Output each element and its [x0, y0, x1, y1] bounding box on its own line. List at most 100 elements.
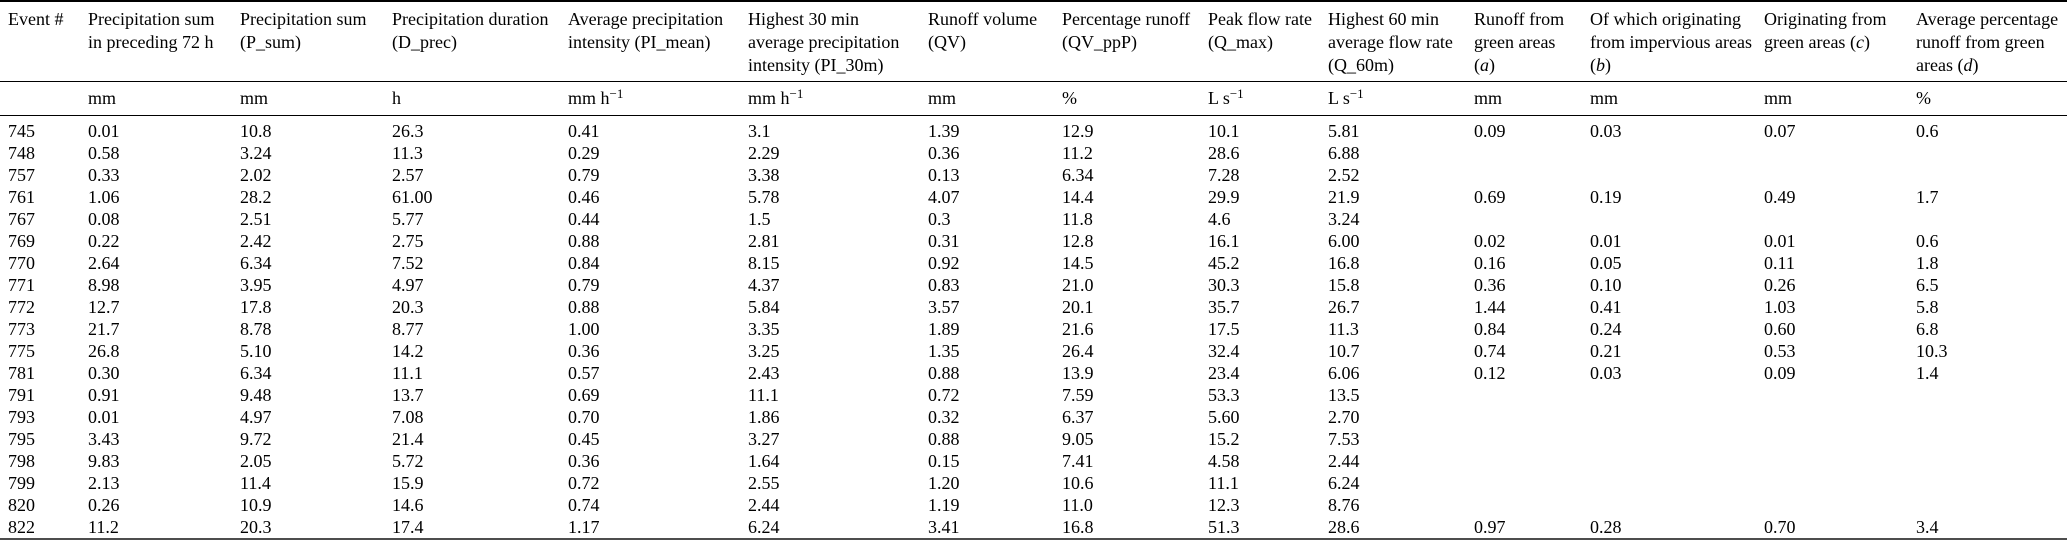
value-cell: 23.4 — [1208, 363, 1240, 383]
table-row: 799 2.13 11.4 15.9 0.72 2.55 1.20 10.6 11.1 6.24 — [0, 472, 2067, 494]
event-id-cell: 775 — [8, 341, 35, 361]
value-cell: 0.07 — [1764, 121, 1796, 141]
value-cell — [1756, 208, 1908, 230]
value-cell: 0.91 — [88, 385, 120, 405]
value-cell: 0.03 — [1590, 363, 1622, 383]
value-cell: 10.9 — [240, 495, 272, 515]
value-cell: 0.09 — [1474, 121, 1506, 141]
value-cell: 0.79 — [568, 275, 600, 295]
value-cell: 0.11 — [1764, 253, 1795, 273]
value-cell — [1756, 384, 1908, 406]
value-cell: 0.3 — [928, 209, 951, 229]
value-cell: 0.16 — [1474, 253, 1506, 273]
table-row: 757 0.33 2.02 2.57 0.79 3.38 0.13 6.34 7.28 2.52 — [0, 164, 2067, 186]
value-cell: 2.51 — [240, 209, 272, 229]
value-cell: 13.7 — [392, 385, 424, 405]
value-cell: 0.03 — [1590, 121, 1622, 141]
column-variable-letter: d — [1963, 55, 1973, 75]
value-cell: 0.02 — [1474, 231, 1506, 251]
value-cell: 2.13 — [88, 473, 120, 493]
unit-cell: L s−1 — [1200, 81, 1320, 116]
value-cell — [1908, 450, 2067, 472]
unit-cell: mm — [1756, 81, 1908, 116]
value-cell: 5.78 — [748, 187, 780, 207]
value-cell: 5.10 — [240, 341, 272, 361]
table-row: 767 0.08 2.51 5.77 0.44 1.5 0.3 11.8 4.6 3.24 — [0, 208, 2067, 230]
value-cell: 1.86 — [748, 407, 780, 427]
value-cell — [1908, 208, 2067, 230]
table-row: 771 8.98 3.95 4.97 0.79 4.37 0.83 21.0 30.3 15.8 0… — [0, 274, 2067, 296]
value-cell: 17.5 — [1208, 319, 1240, 339]
table-row: 820 0.26 10.9 14.6 0.74 2.44 1.19 11.0 12.3 8.76 — [0, 494, 2067, 516]
value-cell: 2.05 — [240, 451, 272, 471]
value-cell — [1582, 164, 1756, 186]
value-cell: 7.41 — [1062, 451, 1094, 471]
table-row: 791 0.91 9.48 13.7 0.69 11.1 0.72 7.59 53.3 13.5 — [0, 384, 2067, 406]
value-cell: 2.29 — [748, 143, 780, 163]
event-id-cell: 791 — [8, 385, 35, 405]
table-row: 772 12.7 17.8 20.3 0.88 5.84 3.57 20.1 35.7 26.7 1… — [0, 296, 2067, 318]
value-cell: 5.60 — [1208, 407, 1240, 427]
value-cell: 11.1 — [1208, 473, 1239, 493]
column-variable-letter: c — [1855, 32, 1864, 52]
value-cell: 6.00 — [1328, 231, 1360, 251]
value-cell: 0.26 — [1764, 275, 1796, 295]
table-row: 798 9.83 2.05 5.72 0.36 1.64 0.15 7.41 4.58 2.44 — [0, 450, 2067, 472]
value-cell: 6.34 — [240, 253, 272, 273]
event-id-cell: 771 — [8, 275, 35, 295]
event-id-cell: 773 — [8, 319, 35, 339]
value-cell: 26.8 — [88, 341, 120, 361]
unit-cell: % — [1054, 81, 1200, 116]
value-cell: 0.70 — [1764, 517, 1796, 537]
value-cell: 0.69 — [568, 385, 600, 405]
value-cell: 6.24 — [1328, 473, 1360, 493]
value-cell: 2.64 — [88, 253, 120, 273]
value-cell: 4.97 — [240, 407, 272, 427]
value-cell: 0.41 — [568, 121, 600, 141]
value-cell: 0.31 — [928, 231, 960, 251]
value-cell: 3.24 — [1328, 209, 1360, 229]
value-cell: 0.29 — [568, 143, 600, 163]
value-cell: 0.24 — [1590, 319, 1622, 339]
value-cell — [1582, 142, 1756, 164]
table-row: 795 3.43 9.72 21.4 0.45 3.27 0.88 9.05 15.2 7.53 — [0, 428, 2067, 450]
value-cell: 26.4 — [1062, 341, 1094, 361]
value-cell: 1.44 — [1474, 297, 1506, 317]
value-cell: 0.49 — [1764, 187, 1796, 207]
value-cell: 0.6 — [1916, 121, 1939, 141]
value-cell: 4.37 — [748, 275, 780, 295]
value-cell: 0.88 — [568, 231, 600, 251]
value-cell — [1582, 384, 1756, 406]
value-cell — [1466, 428, 1582, 450]
unit-superscript: −1 — [1349, 86, 1364, 101]
value-cell: 0.01 — [1590, 231, 1622, 251]
value-cell: 28.6 — [1208, 143, 1240, 163]
value-cell: 20.3 — [392, 297, 424, 317]
value-cell: 0.72 — [928, 385, 960, 405]
value-cell: 17.4 — [392, 517, 424, 537]
value-cell: 10.7 — [1328, 341, 1360, 361]
value-cell: 1.19 — [928, 495, 960, 515]
table-row: 781 0.30 6.34 11.1 0.57 2.43 0.88 13.9 23.4 6.06 0… — [0, 362, 2067, 384]
event-id-cell: 772 — [8, 297, 35, 317]
value-cell: 1.89 — [928, 319, 960, 339]
value-cell: 0.05 — [1590, 253, 1622, 273]
value-cell: 5.84 — [748, 297, 780, 317]
value-cell: 1.5 — [748, 209, 771, 229]
value-cell: 9.05 — [1062, 429, 1094, 449]
value-cell: 6.8 — [1916, 319, 1939, 339]
value-cell: 10.3 — [1916, 341, 1948, 361]
value-cell: 35.7 — [1208, 297, 1240, 317]
value-cell: 3.25 — [748, 341, 780, 361]
value-cell — [1756, 142, 1908, 164]
value-cell: 53.3 — [1208, 385, 1240, 405]
value-cell: 5.72 — [392, 451, 424, 471]
value-cell — [1466, 208, 1582, 230]
value-cell: 2.52 — [1328, 165, 1360, 185]
unit-cell: mm h−1 — [740, 81, 920, 116]
value-cell: 12.3 — [1208, 495, 1240, 515]
column-header: Runoff from green areas (a) — [1466, 1, 1582, 82]
value-cell: 0.19 — [1590, 187, 1622, 207]
column-header: Percentage runoff (QV_ppP) — [1054, 1, 1200, 82]
value-cell: 9.72 — [240, 429, 272, 449]
